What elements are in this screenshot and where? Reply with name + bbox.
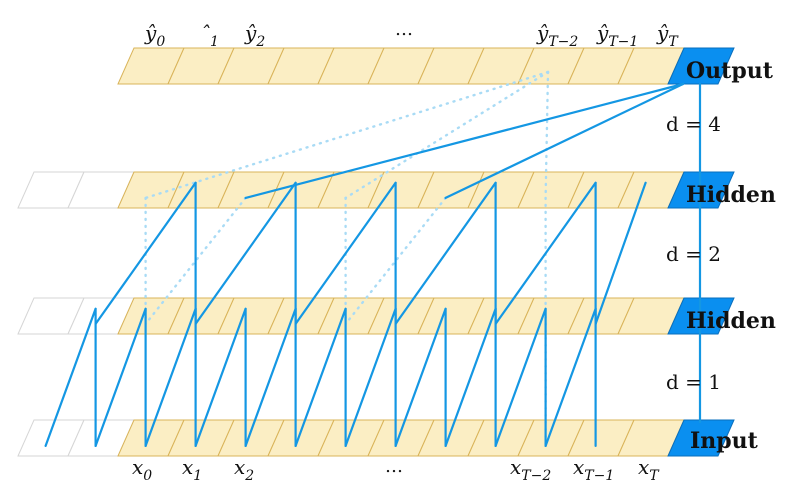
label-y-1: ˆ1: [200, 21, 219, 50]
connection-d1: [194, 307, 247, 448]
label-x-0: x0: [132, 455, 152, 484]
connection-d1: [44, 307, 97, 448]
label-x-ellipsis: …: [385, 456, 403, 477]
connection-d1: [444, 307, 497, 448]
connection-d1: [94, 307, 147, 448]
connection-d1: [544, 307, 597, 448]
receptive-field-dotted: [144, 196, 247, 326]
connection-d1: [344, 307, 397, 448]
dilation-labels: d = 4 d = 2 d = 1: [666, 112, 721, 394]
layer-name-hidden-2: Hidden: [686, 182, 776, 208]
dilation-label-2: d = 2: [666, 242, 721, 266]
connection-d2: [394, 181, 497, 326]
connection-d1: [494, 307, 547, 448]
layer-names: Output Hidden Hidden Input: [686, 58, 776, 454]
receptive-field-dotted: [544, 70, 550, 200]
label-x-t-2: xT−2: [510, 455, 551, 484]
connection-d1: [244, 307, 297, 448]
connection-d1: [394, 307, 447, 448]
layer-cells: [17, 47, 735, 457]
input-labels: x0 x1 x2 … xT−2 xT−1 xT: [132, 455, 660, 484]
current-step-cell: [667, 47, 735, 85]
connection-d2: [294, 181, 397, 326]
label-y-t: ŷT: [656, 21, 679, 50]
connection-d1: [294, 307, 347, 448]
connection-d2: [94, 181, 197, 326]
solid-connections: [44, 82, 685, 448]
label-y-2: ŷ2: [244, 21, 265, 50]
receptive-field-dotted: [144, 70, 550, 200]
connection-d1: [144, 307, 197, 448]
layer-name-output: Output: [686, 58, 774, 84]
label-y-0: ŷ0: [144, 21, 165, 50]
label-y-t-2: ŷT−2: [536, 21, 578, 50]
receptive-field-dotted: [344, 196, 447, 326]
label-x-t: xT: [638, 455, 660, 484]
layer-name-input: Input: [690, 428, 759, 454]
dilation-label-4: d = 4: [666, 112, 721, 136]
label-y-ellipsis: …: [395, 19, 413, 40]
connection-d4: [444, 82, 685, 200]
dilation-label-1: d = 1: [666, 370, 721, 394]
connection-d2: [494, 181, 597, 326]
connection-d2: [194, 181, 297, 326]
receptive-field-dotted: [344, 70, 550, 200]
label-x-t-1: xT−1: [573, 455, 614, 484]
label-y-t-1: ŷT−1: [596, 21, 638, 50]
connection-d4: [244, 82, 685, 200]
current-step-cell: [667, 419, 735, 457]
label-x-2: x2: [234, 455, 254, 484]
label-x-1: x1: [182, 455, 202, 484]
connection-d2: [594, 181, 647, 326]
output-labels: ŷ0 ˆ1 ŷ2 … ŷT−2 ŷT−1 ŷT: [144, 19, 679, 50]
layer-name-hidden-1: Hidden: [686, 308, 776, 334]
dotted-connections: [144, 70, 550, 448]
